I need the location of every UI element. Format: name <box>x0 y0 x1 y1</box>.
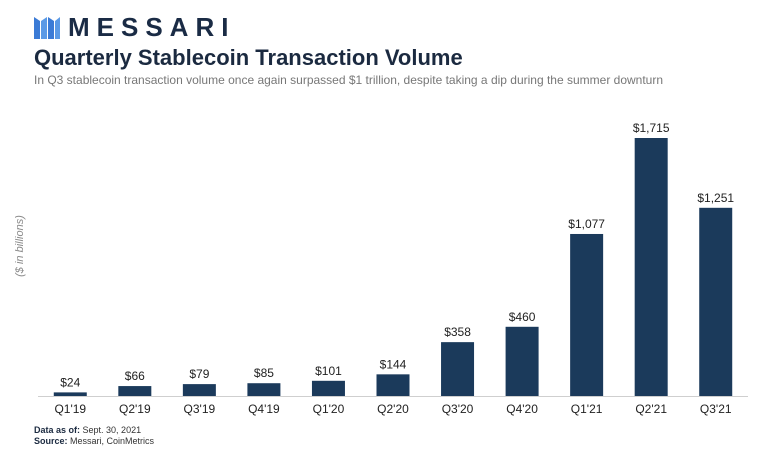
source-value: Messari, CoinMetrics <box>70 436 155 446</box>
data-as-of-value: Sept. 30, 2021 <box>82 425 142 435</box>
bar <box>699 207 733 396</box>
x-tick-label: Q1'19 <box>54 402 86 416</box>
bar <box>311 380 345 396</box>
bar <box>505 326 539 396</box>
x-tick-label: Q3'21 <box>700 402 732 416</box>
bar <box>441 342 475 396</box>
bar <box>634 138 668 396</box>
data-label: $1,077 <box>568 217 605 231</box>
data-label: $144 <box>380 357 407 371</box>
logo-text: MESSARI <box>68 12 236 42</box>
data-label: $79 <box>189 367 209 381</box>
messari-logo-icon <box>34 17 60 39</box>
chart-title: Quarterly Stablecoin Transaction Volume <box>34 45 463 70</box>
x-tick-label: Q1'20 <box>313 402 345 416</box>
messari-logo: MESSARI <box>34 14 235 40</box>
data-as-of-note: Data as of: Sept. 30, 2021 <box>34 425 141 435</box>
bar <box>247 383 281 396</box>
bar <box>53 392 87 396</box>
chart-subtitle: In Q3 stablecoin transaction volume once… <box>34 73 664 87</box>
data-label: $85 <box>254 366 274 380</box>
source-label: Source: <box>34 436 68 446</box>
bar <box>118 386 152 396</box>
data-label: $358 <box>444 325 471 339</box>
bar <box>376 374 410 396</box>
bar <box>570 233 604 396</box>
x-tick-label: Q4'19 <box>248 402 280 416</box>
source-note: Source: Messari, CoinMetrics <box>34 436 154 446</box>
data-label: $1,251 <box>697 191 734 205</box>
x-tick-label: Q1'21 <box>571 402 603 416</box>
data-label: $101 <box>315 364 342 378</box>
x-tick-label: Q3'19 <box>184 402 216 416</box>
data-label: $460 <box>509 310 536 324</box>
x-tick-label: Q2'20 <box>377 402 409 416</box>
x-tick-label: Q3'20 <box>442 402 474 416</box>
data-as-of-label: Data as of: <box>34 425 81 435</box>
x-tick-label: Q2'21 <box>635 402 667 416</box>
data-label: $66 <box>125 369 145 383</box>
data-label: $24 <box>60 375 80 389</box>
data-label: $1,715 <box>633 121 670 135</box>
bar <box>182 384 216 396</box>
x-tick-label: Q2'19 <box>119 402 151 416</box>
x-tick-label: Q4'20 <box>506 402 538 416</box>
